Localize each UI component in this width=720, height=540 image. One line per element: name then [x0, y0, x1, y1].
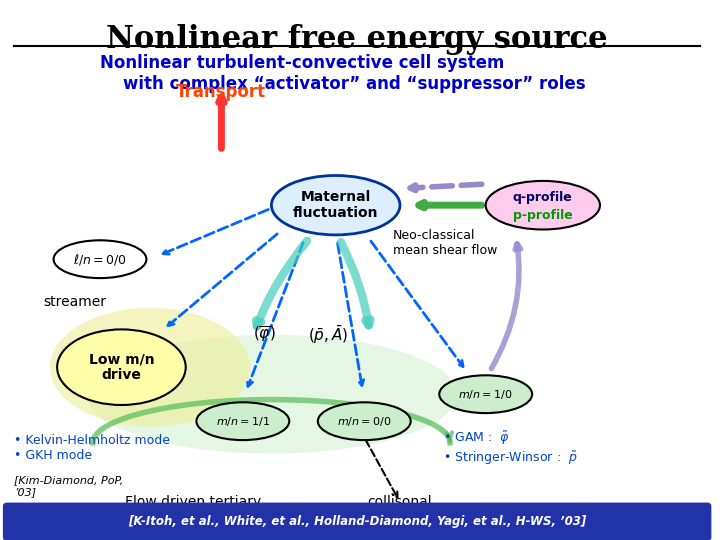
Text: collisonal
damping: collisonal damping — [368, 495, 432, 525]
Ellipse shape — [86, 335, 457, 454]
Ellipse shape — [197, 402, 289, 440]
Text: p-profile: p-profile — [513, 210, 572, 222]
Text: $\ell/n=0/0$: $\ell/n=0/0$ — [73, 252, 127, 267]
Text: streamer: streamer — [43, 295, 106, 309]
Ellipse shape — [318, 402, 410, 440]
Text: q-profile: q-profile — [513, 191, 572, 204]
Ellipse shape — [271, 176, 400, 235]
Text: [K-Itoh, et al., White, et al., Holland-Diamond, Yagi, et al., H-WS, ’03]: [K-Itoh, et al., White, et al., Holland-… — [128, 515, 586, 528]
Ellipse shape — [486, 181, 600, 230]
Ellipse shape — [57, 329, 186, 405]
Text: Transport: Transport — [176, 83, 266, 101]
Text: $m/n=1/1$: $m/n=1/1$ — [216, 415, 270, 428]
Text: Maternal
fluctuation: Maternal fluctuation — [293, 190, 379, 220]
Text: $m/n=1/0$: $m/n=1/0$ — [459, 388, 513, 401]
Ellipse shape — [50, 308, 250, 427]
Text: • GAM :  $\tilde{\varphi}$
• Stringer-Winsor :  $\tilde{p}$: • GAM : $\tilde{\varphi}$ • Stringer-Win… — [443, 429, 577, 467]
Text: Nonlinear turbulent-convective cell system
    with complex “activator” and “sup: Nonlinear turbulent-convective cell syst… — [100, 54, 585, 93]
FancyBboxPatch shape — [4, 503, 711, 540]
Text: Low m/n
drive: Low m/n drive — [89, 352, 154, 382]
Text: Nonlinear free energy source: Nonlinear free energy source — [107, 24, 608, 55]
Text: Neo-classical
mean shear flow: Neo-classical mean shear flow — [393, 229, 498, 257]
Text: [Kim-Diamond, PoP,
’03]: [Kim-Diamond, PoP, ’03] — [14, 475, 124, 497]
Text: • Kelvin-Helmholtz mode
• GKH mode: • Kelvin-Helmholtz mode • GKH mode — [14, 434, 171, 462]
Ellipse shape — [439, 375, 532, 413]
Text: $(\bar{p}, \bar{A})$: $(\bar{p}, \bar{A})$ — [308, 324, 348, 346]
Ellipse shape — [53, 240, 146, 278]
Text: $(\overline{\varphi})$: $(\overline{\varphi})$ — [253, 325, 276, 345]
Text: Flow driven tertiary
nonlinear instability: Flow driven tertiary nonlinear instabili… — [124, 495, 262, 525]
Text: $m/n=0/0$: $m/n=0/0$ — [337, 415, 392, 428]
